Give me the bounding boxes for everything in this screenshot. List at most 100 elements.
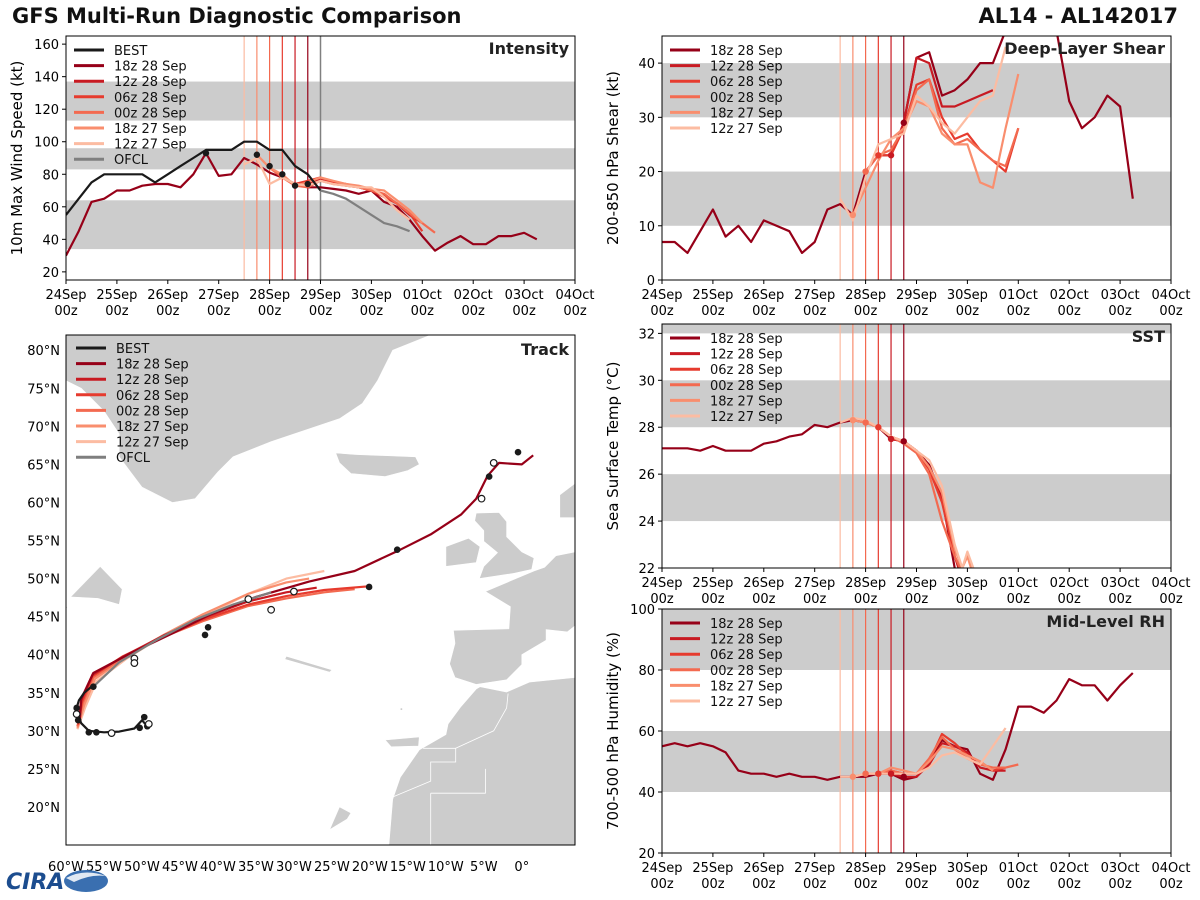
map-area <box>66 335 575 845</box>
legend-label: 12z 27 Sep <box>710 410 783 425</box>
lat-label: 40°N <box>27 649 60 664</box>
band <box>662 731 1171 792</box>
country-border <box>430 768 486 794</box>
track-marker-open <box>477 494 486 503</box>
x-tick-label: 00z <box>803 304 827 319</box>
plot-area-rh <box>662 609 1171 853</box>
track-marker <box>85 729 93 736</box>
series-line-r18z28 <box>662 419 956 568</box>
legend-label: 00z 28 Sep <box>710 91 783 106</box>
x-tick-label: 00z <box>1007 877 1031 892</box>
lon-label: 5°W <box>470 860 498 875</box>
y-tick-label: 100 <box>34 136 59 151</box>
y-tick-label: 30 <box>638 374 655 389</box>
legend-label: 18z 27 Sep <box>114 122 187 137</box>
x-tick-label: 01Oct <box>403 288 442 303</box>
legend-label: 12z 27 Sep <box>116 436 189 451</box>
y-tick-label: 80 <box>638 664 655 679</box>
track-marker-open <box>72 710 81 718</box>
legend-label: 00z 28 Sep <box>710 664 783 679</box>
legend-label: 06z 28 Sep <box>710 75 783 90</box>
track-marker-open <box>144 720 153 728</box>
y-tick-label: 30 <box>638 111 655 126</box>
track-marker-open <box>290 587 298 596</box>
marker <box>887 435 895 443</box>
y-axis-label: Sea Surface Temp (°C) <box>604 361 622 530</box>
x-tick-label: 00z <box>1007 592 1031 607</box>
lat-label: 60°N <box>27 496 60 511</box>
x-tick-label: 00z <box>512 304 536 319</box>
legend-label: 12z 28 Sep <box>710 60 783 75</box>
legend-label: 18z 28 Sep <box>710 44 783 59</box>
x-tick-label: 04Oct <box>1151 576 1190 591</box>
track-line-OFCL <box>92 591 272 688</box>
legend-label: 12z 28 Sep <box>116 373 189 388</box>
x-tick-label: 00z <box>360 304 384 319</box>
land-mass <box>399 707 403 711</box>
lon-label: 45°W <box>162 860 198 875</box>
x-tick-label: 03Oct <box>1101 861 1140 876</box>
land-mass <box>388 677 575 845</box>
legend-label: 18z 27 Sep <box>710 679 783 694</box>
track-marker <box>485 473 493 480</box>
track-marker-open <box>107 729 116 738</box>
x-tick-label: 00z <box>1108 592 1132 607</box>
x-tick-label: 25Sep <box>692 288 733 303</box>
legend-label: OFCL <box>114 153 149 168</box>
legend-label: 06z 28 Sep <box>710 648 783 663</box>
lat-label: 35°N <box>27 687 60 702</box>
x-tick-label: 24Sep <box>641 288 682 303</box>
marker <box>900 119 907 126</box>
lon-label: 10°W <box>428 860 464 875</box>
panel-title: Intensity <box>489 39 570 58</box>
lon-label: 15°W <box>390 860 426 875</box>
land-mass <box>66 335 431 503</box>
legend-label: 12z 28 Sep <box>710 348 783 363</box>
land-mass <box>449 551 575 685</box>
panel-title: SST <box>1132 327 1165 346</box>
series-line-r18z28 <box>662 672 1134 781</box>
marker <box>862 168 869 175</box>
legend-label: OFCL <box>116 451 151 466</box>
marker <box>875 770 882 777</box>
legend-label: BEST <box>116 342 149 357</box>
x-tick-label: 00z <box>105 304 129 319</box>
x-tick-label: 00z <box>1159 592 1183 607</box>
x-tick-label: 00z <box>650 304 674 319</box>
legend-label: 18z 28 Sep <box>114 60 187 75</box>
marker <box>266 162 273 170</box>
marker <box>849 211 857 219</box>
legend-label: 06z 28 Sep <box>116 389 189 404</box>
band <box>662 324 1171 334</box>
marker <box>849 773 857 780</box>
x-tick-label: 00z <box>1108 304 1132 319</box>
track-marker <box>365 583 373 591</box>
legend-label: 00z 28 Sep <box>116 404 189 419</box>
land-mass <box>66 335 67 336</box>
x-tick-label: 00z <box>207 304 231 319</box>
x-tick-label: 00z <box>905 592 929 607</box>
legend-label: 06z 28 Sep <box>710 363 783 378</box>
marker <box>279 171 286 178</box>
x-tick-label: 00z <box>563 304 587 319</box>
track-marker <box>90 683 97 690</box>
track-marker-open <box>130 659 139 667</box>
plot-area-shear <box>662 36 1171 280</box>
x-tick-label: 00z <box>854 304 878 319</box>
x-tick-label: 29Sep <box>896 288 937 303</box>
legend-label: 18z 27 Sep <box>710 394 783 409</box>
y-tick-label: 160 <box>34 38 59 53</box>
y-axis-label: 700-500 hPa Humidity (%) <box>604 632 622 830</box>
land-mass <box>69 565 123 605</box>
lon-label: 30°W <box>276 860 312 875</box>
x-tick-label: 04Oct <box>1151 861 1190 876</box>
series-line-r12z28 <box>890 742 1006 778</box>
x-tick-label: 00z <box>752 592 776 607</box>
x-tick-label: 00z <box>1058 304 1082 319</box>
x-tick-label: 02Oct <box>454 288 493 303</box>
y-tick-label: 60 <box>42 201 59 216</box>
y-tick-label: 20 <box>638 166 655 181</box>
track-marker-open <box>267 605 276 614</box>
x-tick-label: 00z <box>411 304 435 319</box>
